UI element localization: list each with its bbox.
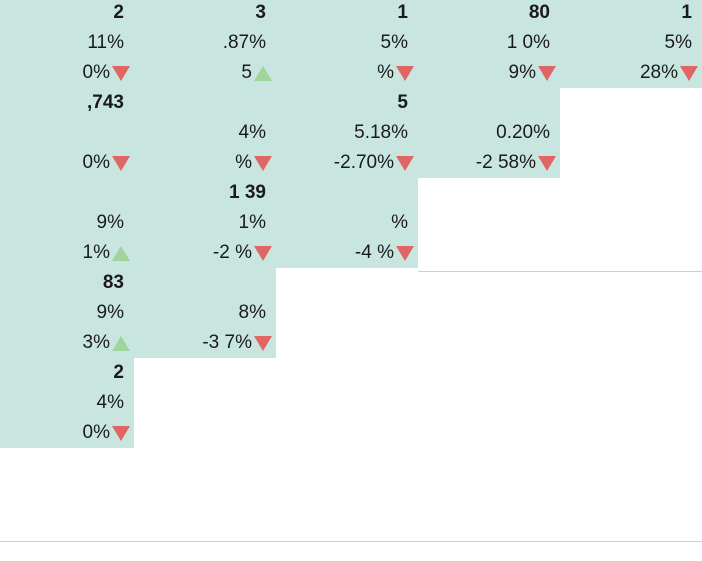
tile-change: 0% <box>83 152 130 174</box>
tile-percent: 8% <box>238 302 266 323</box>
trend-up-icon <box>112 335 130 351</box>
metric-tile[interactable]: 5 5.18% -2.70% <box>276 88 418 178</box>
divider-line <box>418 271 702 272</box>
metric-tile[interactable]: ,743 0% <box>0 88 134 178</box>
trend-down-icon <box>396 245 414 261</box>
tile-change-text: % <box>377 62 394 83</box>
trend-down-icon <box>254 245 272 261</box>
tile-change-text: 3% <box>82 332 110 353</box>
tile-value: 5 <box>397 92 408 113</box>
tile-percent: 1% <box>238 212 266 233</box>
trend-up-icon <box>112 245 130 261</box>
tile-change-text: % <box>235 152 252 173</box>
trend-down-icon <box>538 155 556 171</box>
metric-tile[interactable]: % -4 % <box>276 178 418 268</box>
tile-percent: 9% <box>96 212 124 233</box>
tile-change: 0% <box>83 62 130 84</box>
tile-percent: .87% <box>222 32 266 53</box>
tile-change-text: -2.70% <box>333 152 394 173</box>
tile-change: % <box>235 152 272 174</box>
tile-value: 2 <box>113 2 124 23</box>
metric-tile[interactable]: 3 .87% 5 <box>134 0 276 88</box>
trend-down-icon <box>396 155 414 171</box>
tile-percent: 0.20% <box>496 122 550 143</box>
tile-change-text: -4 % <box>354 242 394 263</box>
tile-percent: 5% <box>664 32 692 53</box>
tile-value: 2 <box>113 362 124 383</box>
tile-value: 1 <box>397 2 408 23</box>
tile-value: 83 <box>102 272 124 293</box>
trend-down-icon <box>396 65 414 81</box>
trend-down-icon <box>254 335 272 351</box>
metric-tile[interactable]: 80 1 0% 9% <box>418 0 560 88</box>
tile-change-text: 28% <box>639 62 678 83</box>
tile-change-text: 9% <box>508 62 536 83</box>
tile-change: -2 % <box>213 242 272 264</box>
tile-percent: 4% <box>96 392 124 413</box>
metric-tile[interactable]: 2 4% 0% <box>0 358 134 448</box>
tile-change: -2.70% <box>334 152 414 174</box>
trend-up-icon <box>254 65 272 81</box>
metric-tile[interactable]: 1 39 1% -2 % <box>134 178 276 268</box>
metric-tile[interactable]: 1 5% 28% <box>560 0 702 88</box>
metric-tile[interactable]: 0.20% -2 58% <box>418 88 560 178</box>
tile-change-text: 0% <box>82 152 110 173</box>
tile-change-text: -2 58% <box>475 152 536 173</box>
tile-change-text: 0% <box>82 62 110 83</box>
tile-percent: 9% <box>96 302 124 323</box>
metric-tile[interactable]: 1 5%% <box>276 0 418 88</box>
trend-down-icon <box>254 155 272 171</box>
tile-change: 9% <box>509 62 556 84</box>
tile-change-text: 0% <box>82 422 110 443</box>
tile-percent: 11% <box>87 32 124 53</box>
tile-value: 1 39 <box>229 182 266 203</box>
trend-down-icon <box>112 425 130 441</box>
metric-tile[interactable]: 4%% <box>134 88 276 178</box>
tile-change: -2 58% <box>476 152 556 174</box>
trend-down-icon <box>680 65 698 81</box>
tile-value: 1 <box>681 2 692 23</box>
trend-down-icon <box>538 65 556 81</box>
tile-change-text: -2 % <box>212 242 252 263</box>
tile-percent: 4% <box>238 122 266 143</box>
tile-percent: 1 0% <box>506 32 550 53</box>
tile-percent: 5% <box>380 32 408 53</box>
metric-tile[interactable]: 9% 1% <box>0 178 134 268</box>
trend-down-icon <box>112 155 130 171</box>
tile-change: 28% <box>640 62 698 84</box>
tile-value: ,743 <box>87 92 124 113</box>
tile-change-text: -3 7% <box>202 332 252 353</box>
tile-change: 0% <box>83 422 130 444</box>
tile-change-text: 1% <box>82 242 110 263</box>
tile-value: 3 <box>255 2 266 23</box>
tile-change: -4 % <box>355 242 414 264</box>
metric-tile[interactable]: 2 11% 0% <box>0 0 134 88</box>
tile-change: 5 <box>241 62 272 84</box>
tile-value: 80 <box>528 2 550 23</box>
tile-change: 1% <box>83 242 130 264</box>
tile-percent: % <box>391 212 408 233</box>
tile-change: 3% <box>83 332 130 354</box>
trend-down-icon <box>112 65 130 81</box>
metric-tile[interactable]: 83 9% 3% <box>0 268 134 358</box>
metric-tile[interactable]: 8% -3 7% <box>134 268 276 358</box>
divider-line <box>0 541 702 542</box>
tile-change-text: 5 <box>241 62 252 83</box>
tile-change: % <box>377 62 414 84</box>
tile-change: -3 7% <box>202 332 272 354</box>
tile-percent: 5.18% <box>354 122 408 143</box>
